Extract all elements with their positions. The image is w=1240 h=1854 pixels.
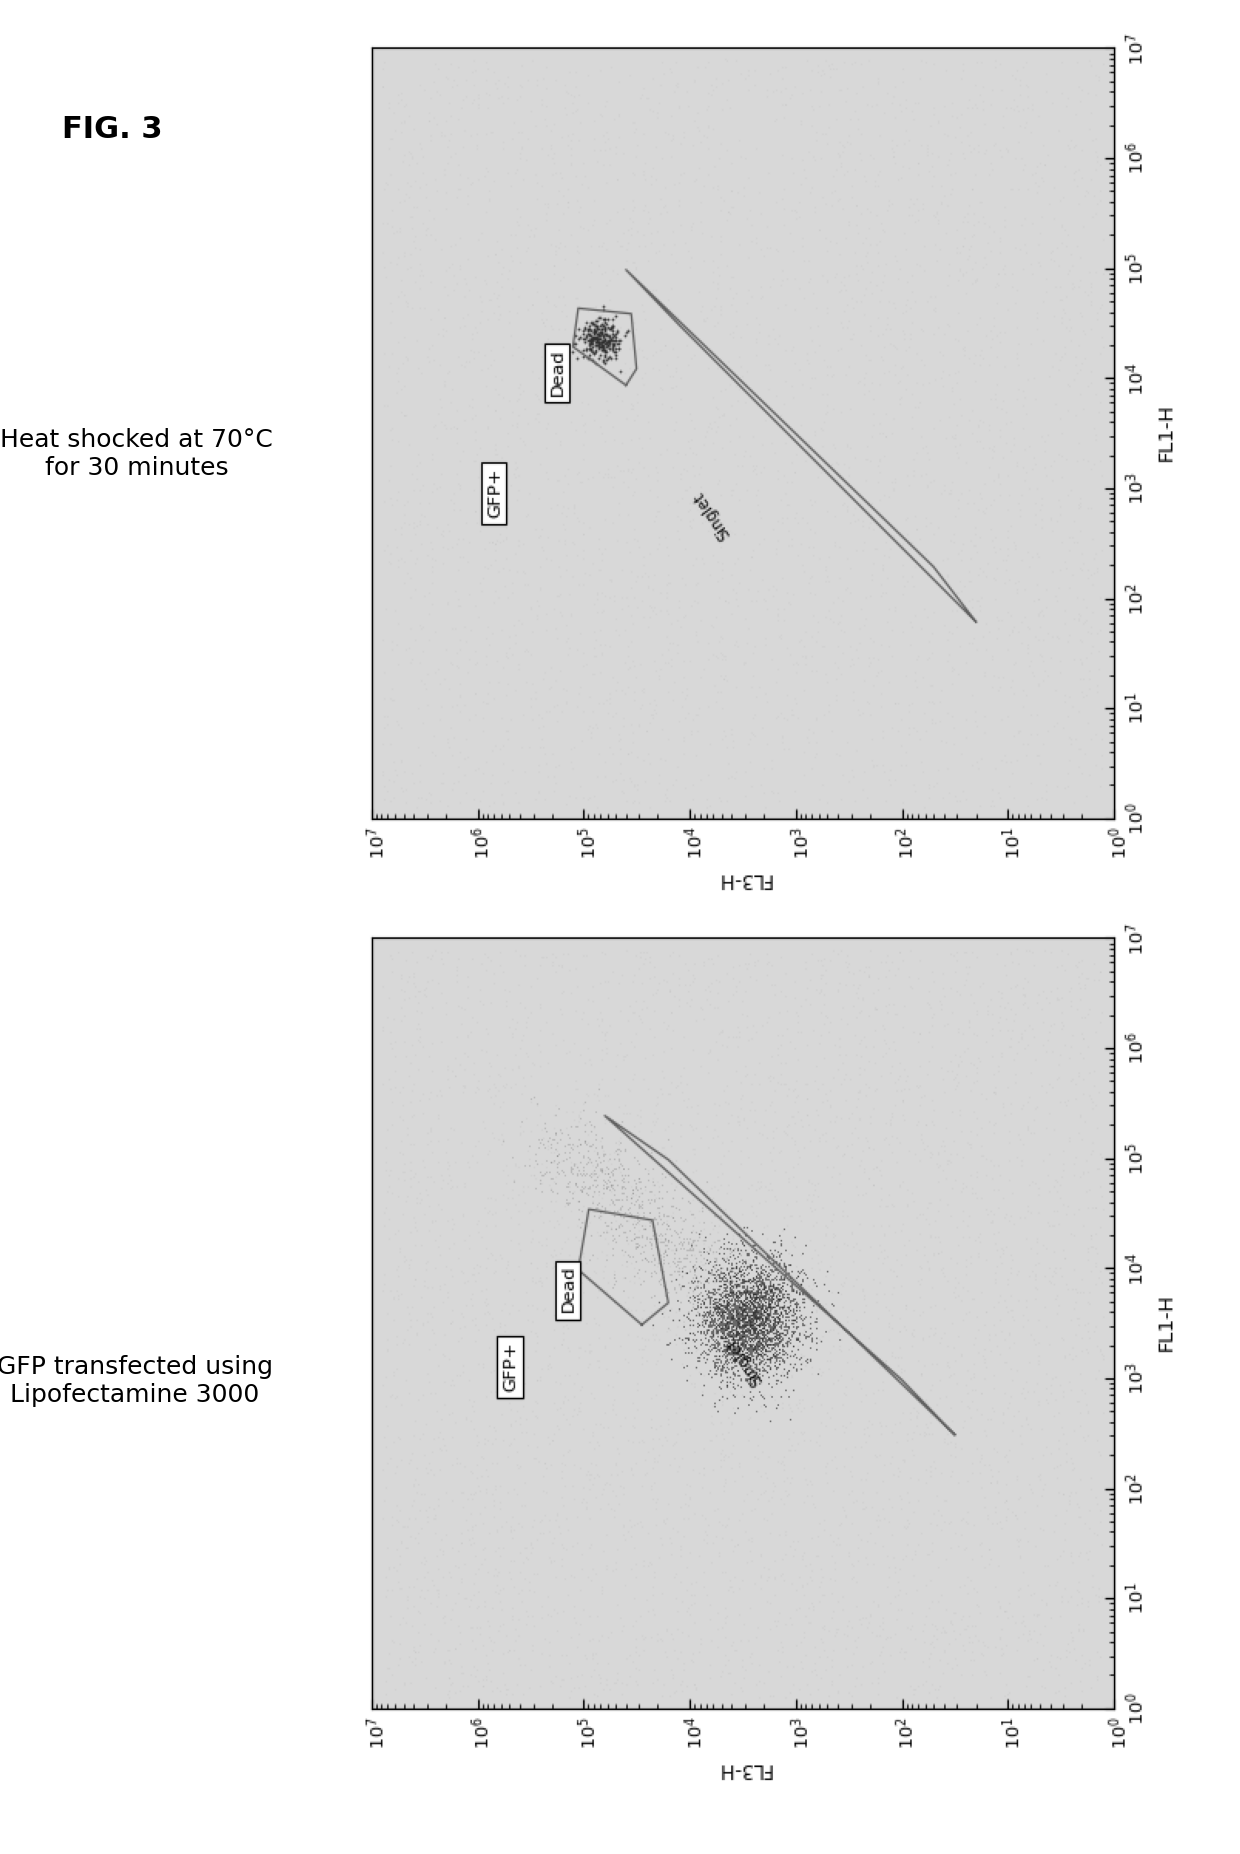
Text: Heat shocked at 70°C
for 30 minutes: Heat shocked at 70°C for 30 minutes xyxy=(0,428,273,480)
Text: FIG. 3: FIG. 3 xyxy=(62,115,162,145)
Text: GFP transfected using
Lipofectamine 3000: GFP transfected using Lipofectamine 3000 xyxy=(0,1355,273,1407)
